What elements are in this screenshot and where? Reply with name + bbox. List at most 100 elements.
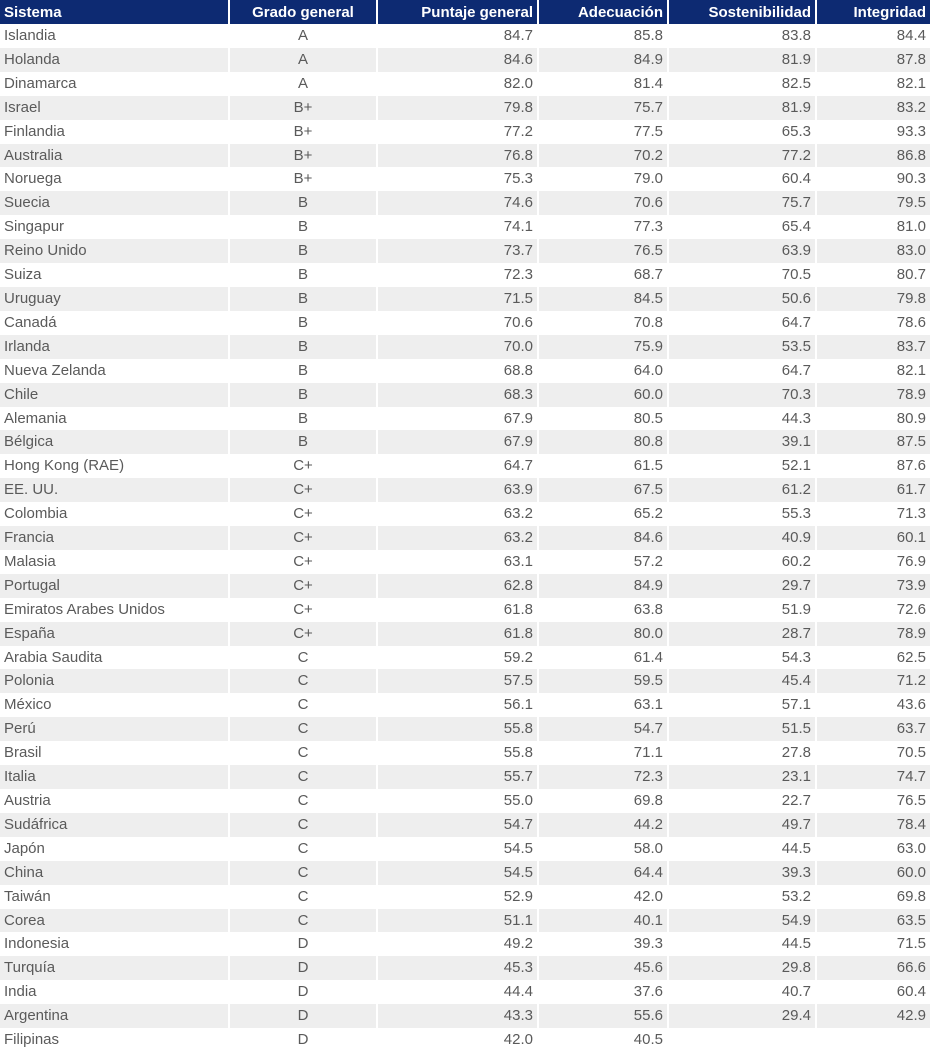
- table-row: Portugal C+ 62.8 84.9 29.7 73.9: [0, 573, 930, 598]
- cell-adecuacion: 39.3: [633, 935, 663, 953]
- cell-grado: C: [297, 839, 309, 857]
- header-sistema[interactable]: Sistema: [0, 0, 228, 24]
- cell-adecuacion: 60.0: [539, 382, 667, 407]
- table-row: Reino Unido B 73.7 76.5 63.9 83.0: [0, 239, 930, 264]
- cell-sostenibilidad: 54.9: [669, 908, 815, 933]
- cell-grado: B+: [293, 170, 313, 188]
- header-sostenibilidad[interactable]: Sostenibilidad: [669, 0, 815, 24]
- cell-adecuacion: 44.2: [539, 812, 667, 837]
- header-puntaje-general[interactable]: Puntaje general: [378, 0, 537, 24]
- cell-grado: C: [297, 792, 309, 809]
- cell-grado: B: [297, 313, 308, 331]
- cell-integridad: 43.6: [896, 696, 926, 714]
- cell-sistema: Noruega: [4, 170, 62, 188]
- cell-grado: C: [297, 696, 309, 714]
- header-adecuacion[interactable]: Adecuación: [539, 0, 667, 24]
- cell-sostenibilidad: 53.5: [669, 334, 815, 359]
- cell-sistema: Malasia: [4, 552, 56, 570]
- table-row: Polonia C 57.5 59.5 45.4 71.2: [0, 669, 930, 694]
- cell-puntaje: 71.5: [378, 286, 537, 311]
- cell-sistema: Suecia: [0, 191, 228, 216]
- cell-adecuacion: 76.5: [539, 239, 667, 264]
- cell-puntaje: 54.7: [378, 812, 537, 837]
- cell-puntaje: 72.3: [503, 266, 533, 284]
- cell-sistema: Holanda: [0, 47, 228, 72]
- header-grado-general[interactable]: Grado general: [230, 0, 376, 24]
- table-row: Hong Kong (RAE) C+ 64.7 61.5 52.1 87.6: [0, 454, 930, 478]
- cell-puntaje: 63.9: [378, 478, 537, 503]
- cell-sistema: Brasil: [4, 744, 42, 762]
- table-row: Uruguay B 71.5 84.5 50.6 79.8: [0, 286, 930, 311]
- table-row: Perú C 55.8 54.7 51.5 63.7: [0, 717, 930, 742]
- cell-sostenibilidad: 57.1: [781, 696, 811, 714]
- cell-puntaje: 61.8: [503, 600, 533, 618]
- cell-adecuacion: 64.4: [539, 860, 667, 885]
- table-row: Japón C 54.5 58.0 44.5 63.0: [0, 837, 930, 861]
- cell-sistema: Finlandia: [4, 122, 65, 140]
- cell-adecuacion: 63.1: [633, 696, 663, 714]
- cell-sostenibilidad: 70.5: [781, 266, 811, 284]
- cell-integridad: 78.9: [817, 621, 930, 646]
- table-row: Colombia C+ 63.2 65.2 55.3 71.3: [0, 502, 930, 526]
- cell-integridad: 83.2: [817, 95, 930, 120]
- cell-grado: C+: [230, 621, 376, 646]
- cell-sostenibilidad: 75.7: [669, 191, 815, 216]
- cell-adecuacion: 54.7: [539, 717, 667, 742]
- cell-grado: B: [297, 218, 308, 236]
- cell-integridad: 74.7: [817, 765, 930, 789]
- cell-sostenibilidad: 81.9: [669, 95, 815, 120]
- table-row: Suecia B 74.6 70.6 75.7 79.5: [0, 191, 930, 216]
- cell-adecuacion: 45.6: [539, 956, 667, 981]
- table-row: India D 44.4 37.6 40.7 60.4: [0, 980, 930, 1004]
- cell-sistema: Colombia: [4, 505, 68, 523]
- cell-grado: C: [230, 717, 376, 742]
- table-row: Chile B 68.3 60.0 70.3 78.9: [0, 382, 930, 407]
- cell-sostenibilidad: 50.6: [669, 286, 815, 311]
- cell-adecuacion: 70.6: [539, 191, 667, 216]
- table-row: Austria C 55.0 69.8 22.7 76.5: [0, 789, 930, 813]
- cell-grado: C: [297, 648, 309, 666]
- table-row: Israel B+ 79.8 75.7 81.9 83.2: [0, 95, 930, 120]
- cell-integridad: [817, 1028, 930, 1052]
- cell-integridad: 61.7: [817, 478, 930, 503]
- cell-grado: B: [297, 266, 308, 284]
- cell-puntaje: 56.1: [503, 696, 533, 714]
- table-row: Francia C+ 63.2 84.6 40.9 60.1: [0, 526, 930, 550]
- header-integridad[interactable]: Integridad: [817, 0, 930, 24]
- table-row: Canadá B 70.6 70.8 64.7 78.6: [0, 311, 930, 335]
- table-row: Irlanda B 70.0 75.9 53.5 83.7: [0, 334, 930, 359]
- cell-sostenibilidad: [669, 1028, 815, 1052]
- cell-adecuacion: 61.4: [633, 648, 663, 666]
- cell-puntaje: 63.2: [378, 526, 537, 550]
- cell-integridad: 71.2: [817, 669, 930, 694]
- cell-sostenibilidad: 23.1: [669, 765, 815, 789]
- cell-puntaje: 67.9: [503, 409, 533, 427]
- cell-puntaje: 42.0: [503, 1031, 533, 1049]
- table-row: Brasil C 55.8 71.1 27.8 70.5: [0, 741, 930, 765]
- cell-sostenibilidad: 40.7: [781, 983, 811, 1001]
- cell-adecuacion: 69.8: [633, 792, 663, 809]
- cell-puntaje: 55.8: [378, 717, 537, 742]
- table-row: Sudáfrica C 54.7 44.2 49.7 78.4: [0, 812, 930, 837]
- cell-adecuacion: 65.2: [633, 505, 663, 523]
- cell-grado: A: [297, 27, 308, 44]
- table-row: Indonesia D 49.2 39.3 44.5 71.5: [0, 932, 930, 956]
- cell-puntaje: 76.8: [378, 143, 537, 168]
- cell-grado: C: [297, 744, 309, 762]
- cell-sostenibilidad: 70.3: [669, 382, 815, 407]
- cell-sistema: Dinamarca: [4, 74, 77, 92]
- cell-sistema: Turquía: [0, 956, 228, 981]
- cell-grado: C+: [293, 600, 313, 618]
- cell-puntaje: 59.2: [503, 648, 533, 666]
- table-row: Arabia Saudita C 59.2 61.4 54.3 62.5: [0, 646, 930, 670]
- cell-grado: C+: [293, 552, 313, 570]
- cell-puntaje: 51.1: [378, 908, 537, 933]
- cell-sistema: India: [4, 983, 37, 1001]
- cell-sistema: Bélgica: [0, 430, 228, 455]
- table-row: Singapur B 74.1 77.3 65.4 81.0: [0, 215, 930, 239]
- cell-puntaje: 75.3: [503, 170, 533, 188]
- cell-grado: B+: [230, 143, 376, 168]
- table-row: Nueva Zelanda B 68.8 64.0 64.7 82.1: [0, 359, 930, 383]
- cell-sostenibilidad: 49.7: [669, 812, 815, 837]
- table-row: Australia B+ 76.8 70.2 77.2 86.8: [0, 143, 930, 168]
